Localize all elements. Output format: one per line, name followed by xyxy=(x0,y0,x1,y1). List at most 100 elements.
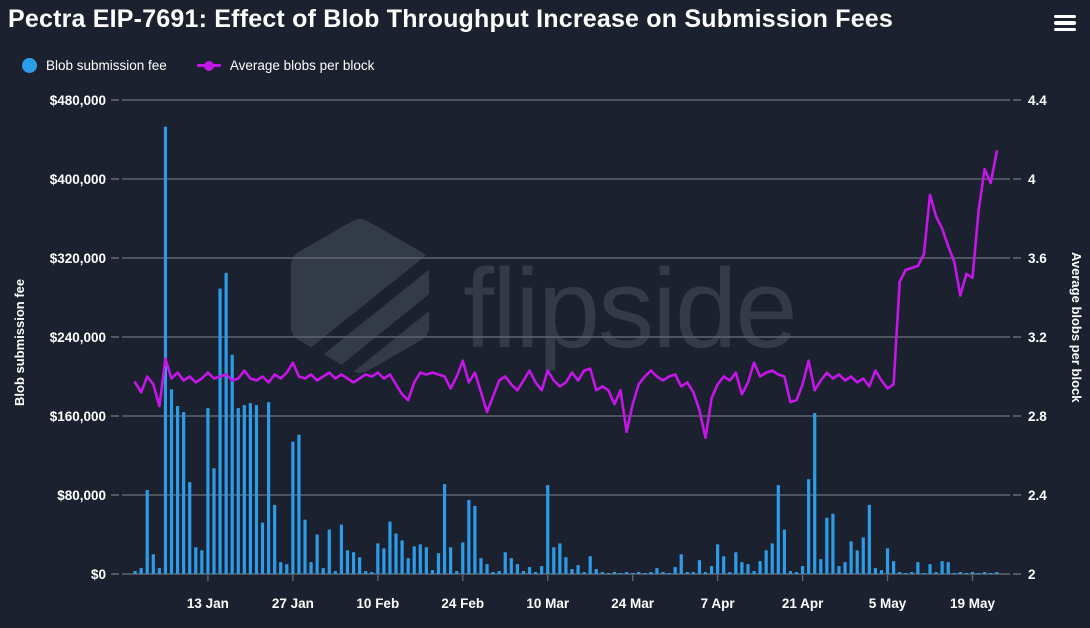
bar xyxy=(376,543,380,574)
bar xyxy=(873,568,877,574)
bar xyxy=(436,553,441,574)
svg-text:13 Jan: 13 Jan xyxy=(187,596,229,611)
bar xyxy=(248,403,252,574)
bar xyxy=(837,566,841,574)
bar xyxy=(479,558,483,574)
bar xyxy=(570,569,574,574)
bar xyxy=(521,571,526,574)
bar xyxy=(594,569,598,574)
bar xyxy=(831,513,835,574)
svg-text:7 Apr: 7 Apr xyxy=(701,596,736,611)
bar xyxy=(157,568,161,574)
svg-text:27 Jan: 27 Jan xyxy=(272,596,314,611)
bar xyxy=(133,571,137,574)
bar xyxy=(946,562,950,574)
bar xyxy=(685,572,689,574)
bar xyxy=(728,572,732,574)
bar xyxy=(266,402,271,574)
bar xyxy=(716,544,720,574)
flipside-watermark: flipside xyxy=(291,219,798,398)
bar xyxy=(983,572,987,574)
bar xyxy=(145,490,149,574)
bar xyxy=(782,529,786,574)
axis-tick-labels: $0 $80,000 $160,000 $240,000 $320,000 $400,00… xyxy=(50,93,1048,611)
bar xyxy=(928,564,932,574)
bar xyxy=(455,571,459,574)
bar xyxy=(867,504,871,574)
bar xyxy=(667,573,671,575)
bar xyxy=(412,546,416,574)
svg-text:2: 2 xyxy=(1028,567,1036,582)
bar xyxy=(358,557,362,574)
bar xyxy=(169,389,174,574)
page-title: Pectra EIP-7691: Effect of Blob Throughp… xyxy=(8,5,894,33)
line-series-average-blobs xyxy=(133,150,999,440)
bar xyxy=(800,566,805,574)
bar-series-blob-submission-fee xyxy=(133,126,999,575)
bar xyxy=(576,565,580,574)
bar xyxy=(722,556,726,574)
left-axis-title: Blob submission fee xyxy=(12,278,27,406)
bar xyxy=(242,405,246,574)
bar xyxy=(794,572,799,574)
bar xyxy=(643,573,647,575)
svg-text:$240,000: $240,000 xyxy=(50,330,106,345)
bar xyxy=(879,570,884,574)
bar xyxy=(449,547,453,574)
bar xyxy=(254,405,259,574)
bar xyxy=(364,571,368,574)
bar xyxy=(552,547,556,574)
bar xyxy=(758,561,762,574)
bar xyxy=(139,568,143,574)
bar xyxy=(776,485,780,574)
hamburger-menu-icon[interactable] xyxy=(1054,15,1076,31)
bar xyxy=(236,408,240,574)
bar xyxy=(558,543,562,574)
bar xyxy=(273,504,277,574)
bar xyxy=(788,571,793,574)
bar xyxy=(345,550,350,574)
legend-item-blob-fee[interactable]: Blob submission fee xyxy=(22,58,167,73)
bar xyxy=(922,573,926,575)
watermark-text: flipside xyxy=(463,246,796,371)
bar xyxy=(958,572,962,574)
bar xyxy=(976,573,981,575)
svg-text:3.6: 3.6 xyxy=(1028,251,1047,266)
bar xyxy=(637,572,641,574)
bar xyxy=(612,572,617,574)
bar xyxy=(473,505,477,574)
legend-label: Blob submission fee xyxy=(46,58,167,73)
bar xyxy=(503,552,507,574)
bar xyxy=(315,534,319,574)
bar xyxy=(740,562,744,574)
bar xyxy=(467,499,471,574)
svg-text:19 May: 19 May xyxy=(950,596,996,611)
svg-text:24 Mar: 24 Mar xyxy=(611,596,655,611)
bar xyxy=(904,573,908,575)
svg-text:24 Feb: 24 Feb xyxy=(441,596,484,611)
bar xyxy=(424,547,428,574)
bar xyxy=(631,573,635,575)
legend-item-avg-blobs[interactable]: Average blobs per block xyxy=(196,58,374,73)
bar xyxy=(224,272,228,574)
svg-text:21 Apr: 21 Apr xyxy=(782,596,824,611)
svg-text:$80,000: $80,000 xyxy=(57,488,106,503)
bar xyxy=(861,537,865,574)
bar xyxy=(540,566,544,574)
bar xyxy=(260,522,265,574)
bar xyxy=(655,568,659,574)
bar xyxy=(533,572,538,574)
bar xyxy=(855,550,859,574)
chart-legend: Blob submission fee Average blobs per bl… xyxy=(22,58,374,73)
bar xyxy=(952,573,956,575)
bar xyxy=(388,521,392,574)
bar xyxy=(625,572,629,574)
bar xyxy=(892,561,896,574)
bar xyxy=(898,572,902,574)
bar xyxy=(509,558,513,574)
bar xyxy=(497,571,501,574)
bar xyxy=(339,524,344,574)
bar xyxy=(285,564,289,574)
bar xyxy=(649,572,653,574)
bar xyxy=(515,564,519,574)
